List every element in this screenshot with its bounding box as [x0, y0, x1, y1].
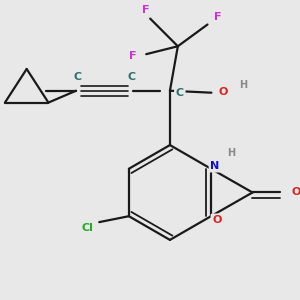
Text: F: F	[214, 12, 221, 22]
Text: C: C	[176, 88, 184, 98]
Text: O: O	[219, 87, 228, 97]
Text: O: O	[291, 188, 300, 197]
Text: C: C	[74, 72, 82, 82]
Text: C: C	[127, 72, 136, 82]
Text: F: F	[142, 5, 150, 15]
Text: H: H	[227, 148, 235, 158]
Text: N: N	[210, 161, 220, 171]
Text: F: F	[129, 51, 136, 61]
Text: O: O	[212, 215, 222, 225]
Text: Cl: Cl	[81, 223, 93, 233]
Text: H: H	[239, 80, 247, 90]
